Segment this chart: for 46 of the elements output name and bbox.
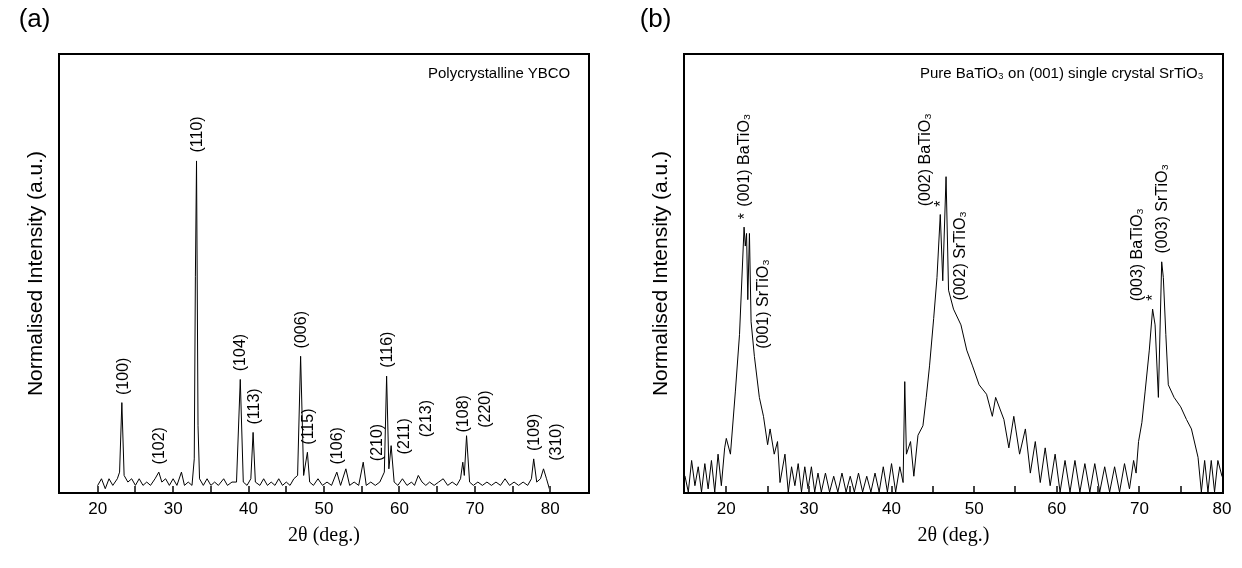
annotation: (110) xyxy=(187,116,205,153)
x-tick-label: 60 xyxy=(1047,499,1067,519)
x-tick-label: 70 xyxy=(465,499,485,519)
annotation: (001) BaTiO₃ xyxy=(735,113,753,207)
annotation: (116) xyxy=(378,331,396,368)
x-tick-label: 80 xyxy=(540,499,560,519)
x-tick-label: 20 xyxy=(716,499,736,519)
text: Polycrystalline YBCO xyxy=(428,64,571,81)
annotation: (002) BaTiO₃ xyxy=(916,113,934,207)
y-axis-title: Normalised Intensity (a.u.) xyxy=(22,150,46,397)
x-tick-label: 40 xyxy=(239,499,259,519)
x-tick-label: 50 xyxy=(314,499,334,519)
annotation: (115) xyxy=(299,408,317,445)
annotation: (104) xyxy=(231,333,249,372)
x-tick-label: 70 xyxy=(1129,499,1149,519)
annotation: (108) xyxy=(454,395,472,433)
annotation: (006) xyxy=(291,311,309,349)
annotation: (220) xyxy=(476,390,494,428)
annotation: (213) xyxy=(416,399,434,438)
x-axis-title: 2θ (deg.) xyxy=(917,523,990,547)
annotation: (109) xyxy=(525,413,543,452)
annotation: (211) xyxy=(395,418,413,455)
chart-title: (b) xyxy=(639,2,672,33)
chart-title: (a) xyxy=(18,2,51,33)
text: Pure BaTiO₃ on (001) single crystal SrTiO₃ xyxy=(920,64,1204,81)
annotation: (102) xyxy=(150,427,168,465)
annotation: (210) xyxy=(367,423,385,462)
x-tick-label: 40 xyxy=(882,499,901,519)
x-tick-label: 80 xyxy=(1212,499,1232,519)
y-axis-title: Normalised Intensity (a.u.) xyxy=(647,150,671,397)
x-tick-label: 30 xyxy=(163,499,183,519)
annotation: (001) SrTiO₃ xyxy=(753,259,771,349)
annotation: (003) BaTiO₃ xyxy=(1127,208,1145,302)
annotation: (100) xyxy=(113,357,131,395)
annotation: (003) SrTiO₃ xyxy=(1152,164,1170,254)
x-axis-title: 2θ (deg.) xyxy=(288,523,360,547)
annotation: (310) xyxy=(547,423,565,461)
annotation: (106) xyxy=(328,427,346,465)
annotation: * xyxy=(735,212,753,220)
annotation: * xyxy=(1144,294,1162,301)
x-tick-label: 60 xyxy=(389,499,409,519)
annotation: (002) SrTiO₃ xyxy=(951,211,969,301)
x-tick-label: 20 xyxy=(88,499,108,519)
x-tick-label: 30 xyxy=(799,499,819,519)
annotation: (113) xyxy=(244,388,262,425)
x-tick-label: 50 xyxy=(964,499,984,519)
